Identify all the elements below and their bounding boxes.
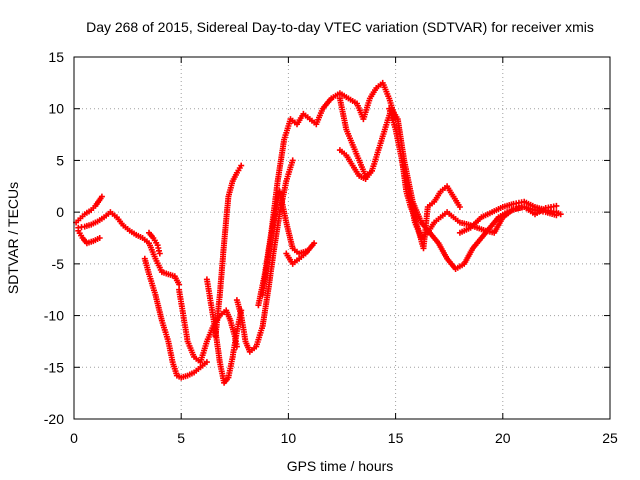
- series-track-5: [141, 255, 210, 381]
- data-point-markers: [73, 193, 105, 226]
- chart-title: Day 268 of 2015, Sidereal Day-to-day VTE…: [86, 19, 594, 35]
- x-tick-label: 5: [177, 430, 185, 446]
- series-track-14: [336, 147, 375, 182]
- data-point-markers: [283, 240, 318, 267]
- series-track-11: [259, 188, 309, 298]
- axis-ticks: 0 5 10 15 20 25 -20 -15 -10 -5 0 5 10 15: [44, 49, 618, 446]
- data-point-markers: [75, 227, 103, 247]
- y-tick-label: -15: [44, 359, 64, 375]
- plot-frame: [73, 56, 611, 420]
- data-point-markers: [399, 157, 463, 252]
- data-point-markers: [336, 147, 375, 182]
- series-track-8: [212, 162, 245, 340]
- series-track-4: [75, 227, 103, 247]
- y-tick-label: -20: [44, 411, 64, 427]
- data-point-markers: [212, 162, 245, 340]
- series-track-6: [146, 229, 163, 257]
- series-track-7: [203, 276, 245, 386]
- series-track-2: [75, 209, 183, 288]
- x-axis-label: GPS time / hours: [287, 458, 394, 474]
- data-point-markers: [456, 198, 564, 236]
- x-tick-label: 20: [495, 430, 511, 446]
- data-point-markers: [146, 229, 163, 257]
- y-tick-label: -5: [52, 256, 65, 272]
- data-point-markers: [203, 276, 245, 386]
- y-tick-label: 10: [48, 101, 64, 117]
- x-tick-label: 15: [388, 430, 404, 446]
- data-point-markers: [75, 209, 183, 288]
- series-track-1: [73, 193, 105, 226]
- data-point-markers: [233, 157, 296, 355]
- data-series: [73, 79, 564, 386]
- x-tick-label: 25: [602, 430, 618, 446]
- y-axis-label: SDTVAR / TECUs: [5, 182, 21, 294]
- y-tick-label: 5: [56, 152, 64, 168]
- series-track-16: [399, 157, 463, 252]
- data-point-markers: [141, 255, 210, 381]
- series-track-17: [456, 198, 564, 236]
- x-tick-label: 10: [281, 430, 297, 446]
- series-track-12: [283, 240, 318, 267]
- x-tick-label: 0: [70, 430, 78, 446]
- y-tick-label: 15: [48, 49, 64, 65]
- y-tick-label: 0: [56, 204, 64, 220]
- data-point-markers: [259, 188, 309, 298]
- series-track-9: [233, 157, 296, 355]
- y-tick-label: -10: [44, 308, 64, 324]
